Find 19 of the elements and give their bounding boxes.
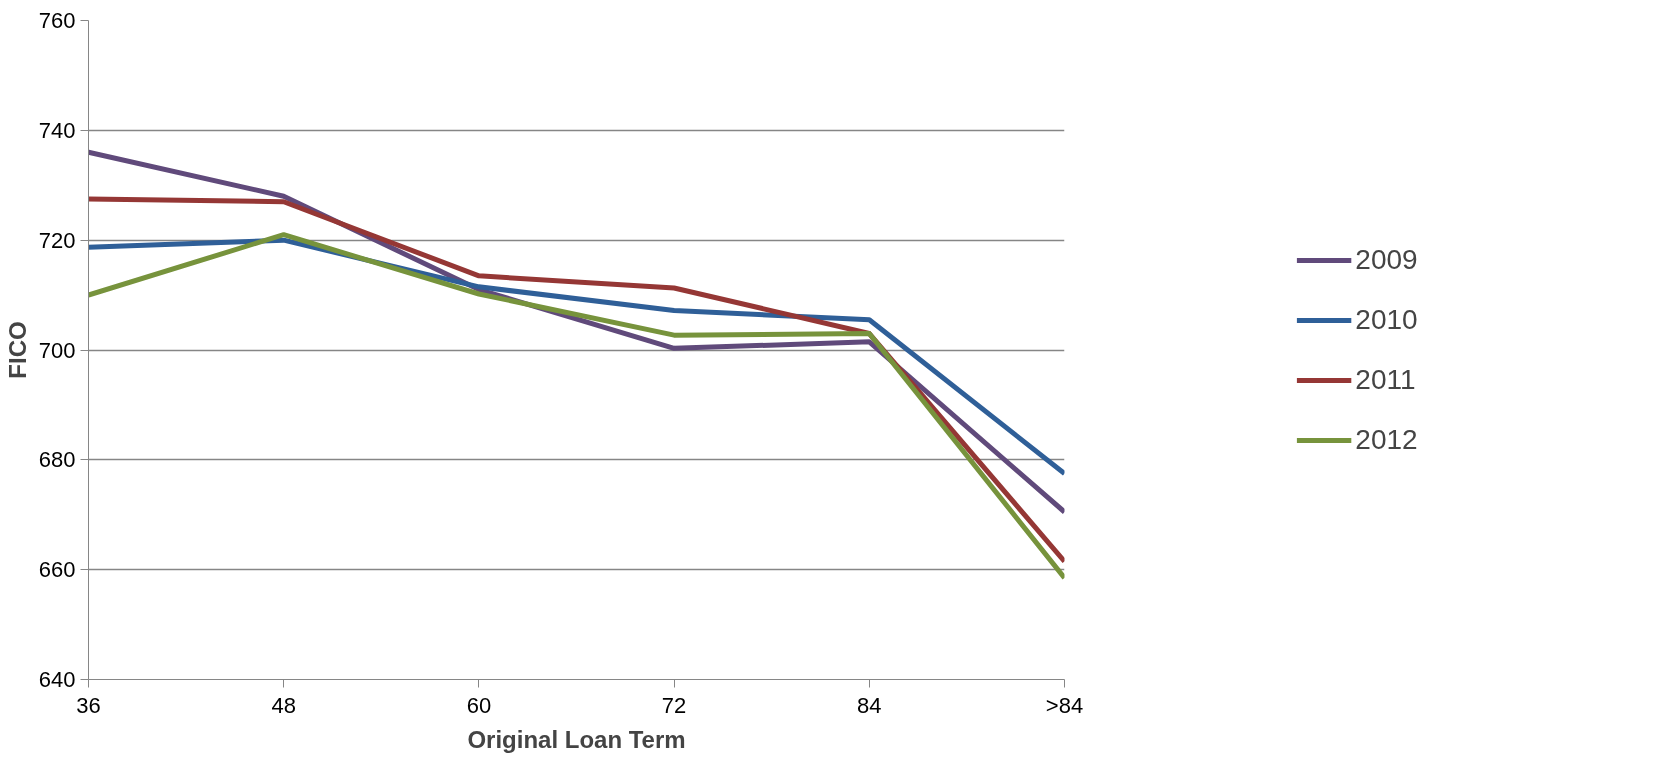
y-axis-title: FICO [3, 321, 31, 379]
x-tick-label: 48 [271, 692, 296, 718]
legend-label: 2009 [1355, 243, 1418, 276]
y-tick-label: 680 [38, 447, 76, 473]
x-tick-label: 36 [76, 692, 101, 718]
y-tick-label: 760 [38, 8, 76, 33]
y-tick-label: 720 [38, 227, 76, 253]
x-tick-label: 60 [466, 692, 492, 718]
legend-label: 2011 [1355, 363, 1416, 396]
y-tick-label: 700 [38, 337, 76, 363]
x-tick-label: 84 [857, 692, 882, 718]
legend-label: 2012 [1355, 423, 1418, 456]
y-tick-label: 640 [38, 667, 76, 692]
x-tick-label: >84 [1045, 692, 1084, 718]
legend-label: 2010 [1355, 303, 1418, 336]
y-tick-label: 660 [38, 557, 76, 583]
y-tick-label: 740 [38, 117, 76, 143]
x-tick-label: 72 [661, 692, 687, 718]
x-axis-title: Original Loan Term [467, 725, 686, 753]
